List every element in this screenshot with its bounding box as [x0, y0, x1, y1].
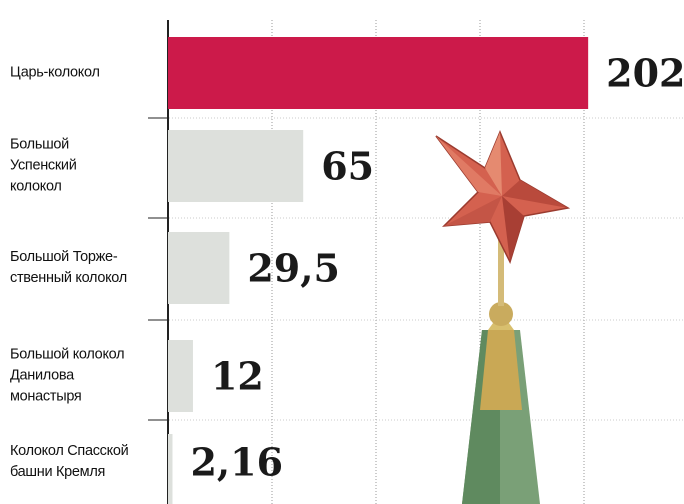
- bar: [168, 340, 193, 412]
- value-label: 2,16: [190, 440, 283, 485]
- star-spire: [436, 132, 568, 504]
- category-label: Большой Успенский колокол: [10, 135, 77, 198]
- chart: Царь-колокол 202 Большой Успенский колокол…: [0, 0, 684, 504]
- bar: [168, 434, 172, 504]
- value-label: 202: [606, 51, 684, 96]
- value-label: 12: [211, 354, 264, 399]
- category-label: Царь-колокол: [10, 63, 100, 84]
- bar: [168, 232, 229, 304]
- value-label: 29,5: [247, 246, 340, 291]
- category-label: Большой Торже- ственный колокол: [10, 247, 127, 289]
- bar: [168, 130, 303, 202]
- category-label: Колокол Спасской башни Кремля: [10, 441, 128, 483]
- bar: [168, 37, 588, 109]
- value-label: 65: [321, 144, 374, 189]
- category-label: Большой колокол Данилова монастыря: [10, 345, 124, 408]
